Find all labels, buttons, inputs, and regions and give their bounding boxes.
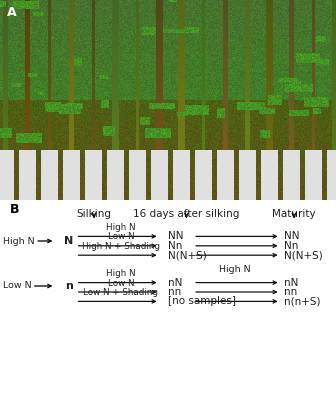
Text: Maturity: Maturity [272,209,316,219]
Text: n: n [65,281,73,291]
Text: Nn: Nn [168,241,182,251]
Text: Low N: Low N [108,232,134,241]
Text: n(n+S): n(n+S) [284,296,321,306]
Text: nn: nn [168,287,181,297]
Text: Low N + Shading: Low N + Shading [83,288,159,297]
Text: B: B [10,203,19,216]
Text: NN: NN [284,231,299,241]
Text: 16 days after silking: 16 days after silking [133,209,240,219]
Text: Low N: Low N [108,278,134,288]
Text: NN: NN [168,231,183,241]
Text: High N: High N [106,223,136,232]
Text: High N: High N [219,264,251,274]
Text: nN: nN [284,278,298,288]
Text: High N + Shading: High N + Shading [82,242,160,251]
Text: A: A [7,6,16,19]
Text: N(N+S): N(N+S) [284,250,323,260]
Text: nn: nn [284,287,297,297]
Text: Silking: Silking [77,209,112,219]
Text: High N: High N [3,236,35,246]
Text: Nn: Nn [284,241,298,251]
Text: High N: High N [106,270,136,278]
Text: N(N+S): N(N+S) [168,250,207,260]
Text: [no samples]: [no samples] [168,296,236,306]
Text: Low N: Low N [3,282,32,290]
Text: nN: nN [168,278,182,288]
Text: N: N [64,236,74,246]
